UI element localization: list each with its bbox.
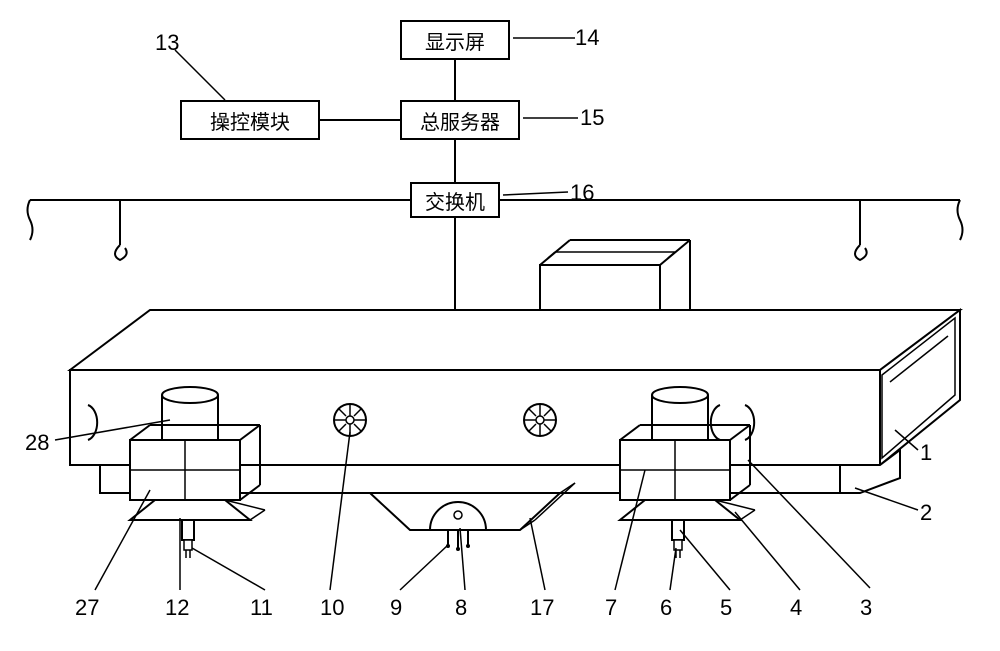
wheel-feature-right [524, 404, 556, 436]
callout-3: 3 [860, 595, 872, 621]
main-server-box: 总服务器 [400, 100, 520, 140]
callout-4: 4 [790, 595, 802, 621]
callout-12: 12 [165, 595, 189, 621]
display-label: 显示屏 [425, 26, 485, 55]
switch-label: 交换机 [425, 186, 485, 215]
wheel-feature-left [334, 404, 366, 436]
callout-27: 27 [75, 595, 99, 621]
control-module-label: 操控模块 [210, 106, 290, 135]
diagram-container: 显示屏 操控模块 总服务器 交换机 13 14 15 16 28 27 12 1… [0, 0, 1000, 651]
switch-box: 交换机 [410, 182, 500, 218]
control-module-box: 操控模块 [180, 100, 320, 140]
callout-17: 17 [530, 595, 554, 621]
callout-2: 2 [920, 500, 932, 526]
callout-10: 10 [320, 595, 344, 621]
center-hopper [370, 483, 575, 551]
main-server-label: 总服务器 [420, 106, 500, 135]
callout-8: 8 [455, 595, 467, 621]
schematic-svg [0, 0, 1000, 651]
callout-5: 5 [720, 595, 732, 621]
callout-6: 6 [660, 595, 672, 621]
callout-11: 11 [250, 595, 273, 621]
callout-9: 9 [390, 595, 402, 621]
callout-7: 7 [605, 595, 617, 621]
display-box: 显示屏 [400, 20, 510, 60]
callout-28: 28 [25, 430, 49, 456]
callout-15: 15 [580, 105, 604, 131]
callout-14: 14 [575, 25, 599, 51]
callout-16: 16 [570, 180, 594, 206]
callout-1: 1 [920, 440, 932, 466]
callout-13: 13 [155, 30, 179, 56]
